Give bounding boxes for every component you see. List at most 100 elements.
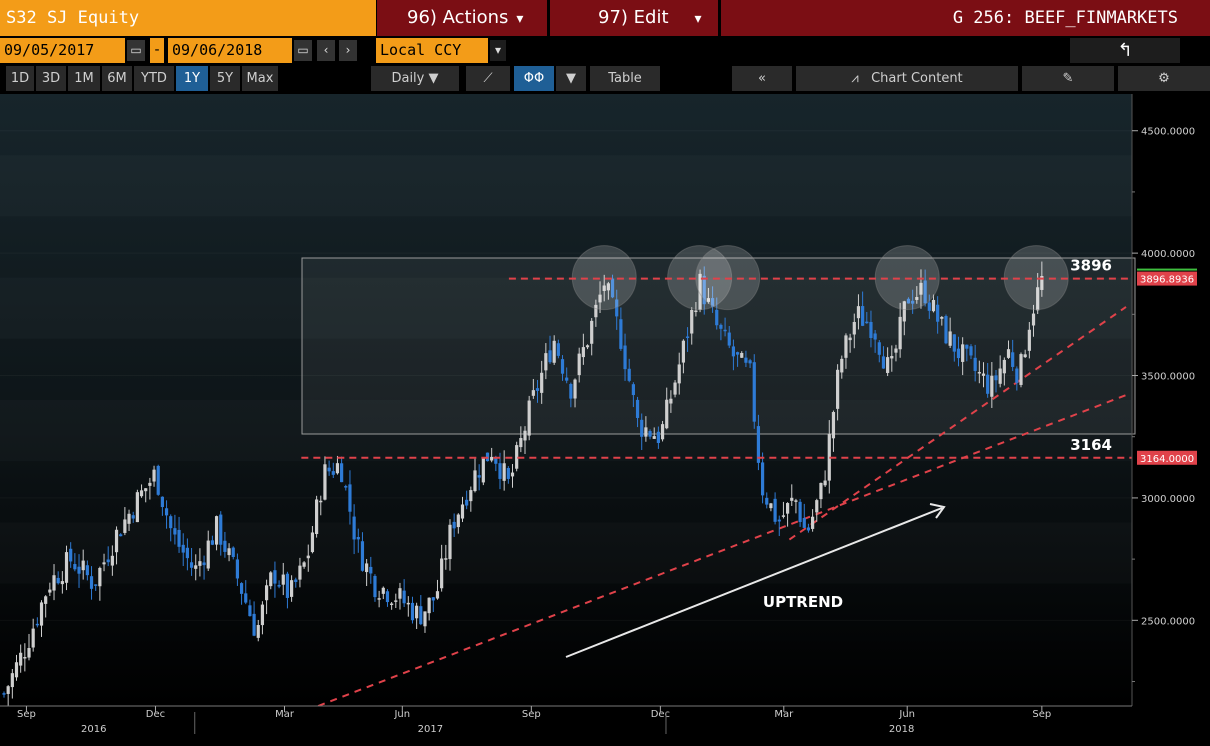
candle [673,382,677,395]
candle [302,562,306,567]
candle [444,558,448,560]
candle [60,581,64,585]
candle [631,384,635,396]
period-button-6m[interactable]: 6M [102,66,132,91]
candle [269,572,273,587]
level-tag-box [1137,271,1197,286]
price-chart[interactable]: 3896 3896.8936 3164 3164.0000 UPTREND 2500.… [0,94,1210,742]
candle [911,300,915,304]
candle [6,686,10,694]
currency-select[interactable]: Local CCY [376,38,488,63]
candle [710,298,715,307]
candle [352,516,356,540]
candle [14,662,19,678]
candle [1006,349,1011,358]
candle [519,438,523,448]
candle [169,516,173,529]
settings-gear-icon[interactable]: ⚙ [1118,66,1210,91]
candle [89,576,94,589]
calendar-icon[interactable]: ▭ [127,40,145,61]
candle [569,383,573,399]
period-button-ytd[interactable]: YTD [134,66,174,91]
actions-menu-button[interactable]: 96) Actions ▾ [377,0,547,36]
candle [848,337,852,341]
candlestick-icon[interactable]: ΦΦ [514,66,554,91]
candle [152,469,156,482]
candle [194,565,198,569]
chart-canvas[interactable]: 3896 3896.8936 3164 3164.0000 UPTREND 2500.… [0,94,1210,742]
candle [139,490,144,497]
start-date-field[interactable]: 09/05/2017 [0,38,125,63]
candle [815,500,819,513]
candle [840,358,844,373]
y-tick-label: 4000.0000 [1141,249,1195,260]
collapse-button[interactable]: « [732,66,792,91]
candle [781,515,786,517]
candle [106,559,110,563]
candle [861,306,865,326]
edit-annotations-icon[interactable]: ✎ [1022,66,1114,91]
back-arrow-icon[interactable]: ↰ [1070,38,1180,63]
candle [902,301,906,322]
candle [1036,287,1040,311]
table-button[interactable]: Table [590,66,660,91]
candle [223,540,227,552]
period-button-5y[interactable]: 5Y [210,66,240,91]
candle [556,343,560,356]
end-date-field[interactable]: 09/06/2018 [168,38,292,63]
period-button-max[interactable]: Max [242,66,278,91]
uptrend-arrow [565,507,943,658]
candle [410,602,415,621]
candle [206,540,210,569]
currency-dropdown-icon[interactable]: ▾ [490,40,506,61]
candle [794,500,798,502]
period-button-1d[interactable]: 1D [6,66,34,91]
candle [819,482,823,500]
candle [127,513,131,524]
period-button-1m[interactable]: 1M [68,66,100,91]
chart-content-button[interactable]: ⩘ Chart Content [796,66,1018,91]
edit-menu-button[interactable]: 97) Edit ▾ [550,0,718,36]
candle [202,562,206,566]
frequency-select[interactable]: Daily ▼ [371,66,459,91]
candle [802,518,806,528]
period-button-3d[interactable]: 3D [36,66,66,91]
candle [877,342,881,355]
candle [731,346,736,357]
security-field[interactable]: S32 SJ Equity [0,0,376,36]
candle [131,515,135,519]
chart-style-dropdown-icon[interactable]: ▼ [556,66,586,91]
candle [1002,359,1006,374]
candle [844,335,848,358]
candle [289,580,294,597]
candle [369,566,373,574]
candle [123,519,127,533]
candle [615,299,619,317]
y-tick-label: 3000.0000 [1141,494,1195,505]
candle [277,585,281,587]
candle [652,436,656,439]
candle [264,585,269,601]
candle [811,516,815,529]
prev-period-icon[interactable]: ‹ [317,40,335,61]
candle [110,555,114,566]
candle [452,521,456,529]
calendar-icon[interactable]: ▭ [294,40,312,61]
candle [148,482,152,486]
x-tick-label: Sep [522,709,541,720]
candle [231,547,235,557]
candle [1015,368,1019,383]
candle [560,359,565,374]
candle [1011,352,1015,367]
chart-toolbar: 1D 3D 1M 6M YTD 1Y 5Y Max Daily ▼ ⟋ ΦΦ ▼ Table … [0,66,1210,91]
line-chart-icon[interactable]: ⟋ [466,66,510,91]
candle [535,388,540,391]
candle [656,431,660,443]
candle [540,372,544,393]
candle [610,278,615,298]
candle [648,431,652,437]
next-period-icon[interactable]: › [339,40,357,61]
x-year-label: 2018 [889,724,914,735]
candle [164,508,169,516]
period-button-1y[interactable]: 1Y [176,66,208,91]
